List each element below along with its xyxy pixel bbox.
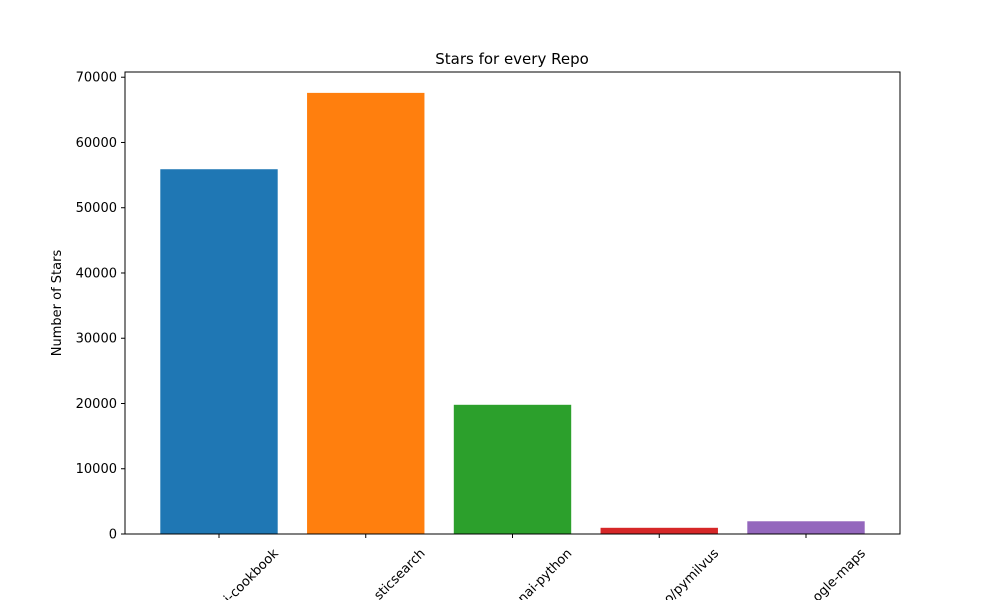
y-axis-ticks: 0 10000 20000 30000 40000 50000 60000 70000 (76, 71, 125, 543)
x-tick-label: i-cookbook (221, 546, 282, 600)
plot-frame (124, 71, 901, 535)
y-tick-label: 20000 (76, 397, 117, 412)
y-tick-label: 70000 (76, 71, 117, 86)
bar-4 (747, 521, 865, 534)
bar-2 (453, 404, 572, 534)
bar-1 (307, 92, 425, 535)
x-tick-label: ogle-maps (810, 546, 869, 600)
y-tick-label: 60000 (76, 136, 117, 151)
x-tick-label: nai-python (515, 546, 575, 600)
y-axis-label: Number of Stars (50, 250, 65, 357)
y-tick-label: 10000 (76, 462, 117, 477)
y-tick-label: 50000 (76, 201, 117, 216)
y-tick-label: 40000 (76, 266, 117, 281)
bar-3 (600, 527, 718, 534)
y-tick-label: 0 (109, 528, 117, 543)
bars-group (160, 92, 865, 535)
bar-0 (160, 169, 278, 534)
x-tick-label: sticsearch (371, 546, 428, 600)
x-tick-label: o/pymilvus (661, 546, 722, 600)
chart-title: Stars for every Repo (435, 50, 589, 68)
x-axis-ticks: i-cookbook sticsearch nai-python o/pymilvus… (218, 534, 869, 600)
y-tick-label: 30000 (76, 332, 117, 347)
